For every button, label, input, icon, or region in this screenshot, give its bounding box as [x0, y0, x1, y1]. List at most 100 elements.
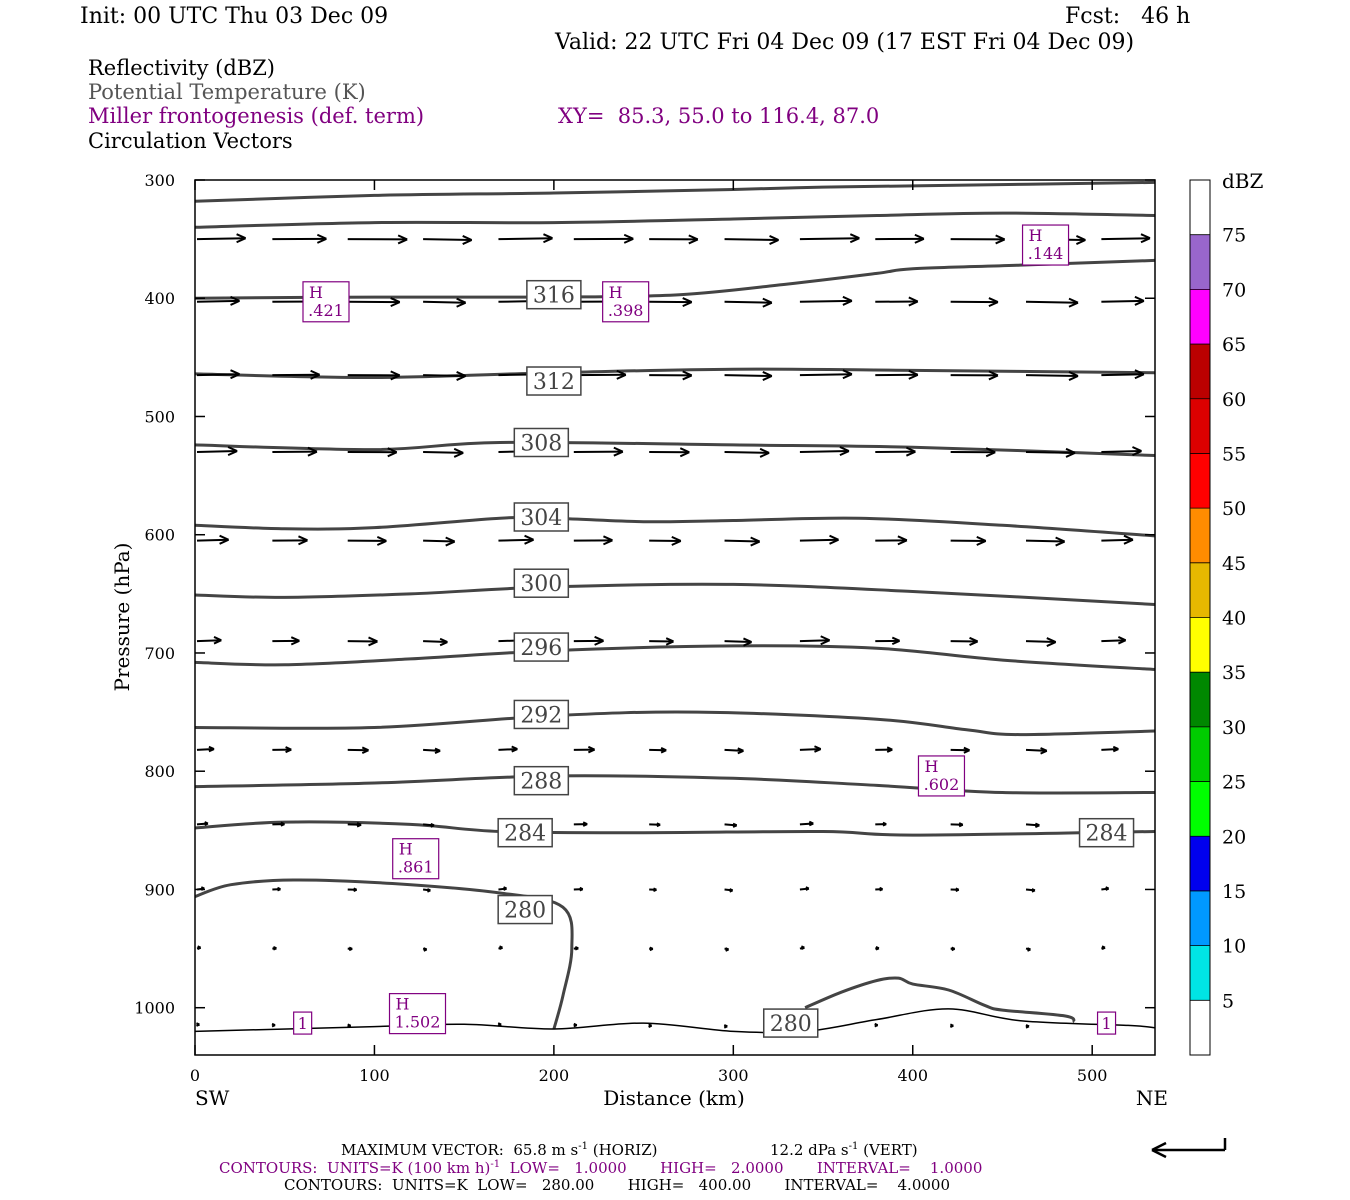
- vector-arrow: [799, 233, 860, 244]
- x-tick-label: 400: [897, 1066, 928, 1085]
- vector-arrow: [875, 746, 893, 753]
- vector-arrow: [1025, 747, 1048, 755]
- miller-label: H.602: [917, 755, 966, 797]
- vector-arrow: [875, 946, 880, 951]
- vector-arrow: [1025, 371, 1079, 381]
- colorbar-tick-label: 10: [1222, 936, 1246, 958]
- vector-arrow: [799, 820, 814, 827]
- vector-arrow: [272, 821, 285, 827]
- vector-arrow: [1025, 536, 1066, 547]
- vector-arrow: [950, 636, 979, 647]
- vector-arrow: [573, 635, 604, 646]
- vector-arrow: [347, 636, 378, 647]
- vector-arrow: [347, 1023, 352, 1029]
- sw-label: SW: [195, 1086, 230, 1110]
- vector-arrow: [950, 535, 987, 546]
- theta-contour-312: [195, 367, 1155, 380]
- vector-arrow: [799, 635, 831, 646]
- svg-text:288: 288: [520, 770, 562, 795]
- vector-arrow: [724, 235, 779, 245]
- vector-arrow: [272, 535, 308, 546]
- vector-arrow: [497, 1022, 502, 1027]
- vector-arrow: [799, 886, 810, 891]
- vector-arrow: [649, 297, 693, 308]
- x-tick-label: 0: [190, 1066, 200, 1085]
- contours-miller-text: CONTOURS: UNITS=K (100 km h)-1 LOW= 1.00…: [219, 1159, 983, 1177]
- vector-arrow: [723, 1024, 728, 1029]
- vector-arrow: [1101, 745, 1119, 753]
- vector-arrow: [196, 369, 240, 380]
- vector-arrow: [423, 371, 467, 381]
- vector-arrow: [1025, 947, 1031, 952]
- vector-arrow: [875, 233, 925, 244]
- vector-arrow: [649, 370, 693, 381]
- colorbar-tick-label: 65: [1222, 334, 1246, 356]
- vector-arrow: [347, 370, 401, 381]
- theta-contour-304: [195, 515, 1155, 538]
- svg-text:280: 280: [504, 899, 546, 924]
- vector-arrow: [573, 233, 634, 244]
- vector-arrow: [649, 637, 674, 646]
- vert-vector-text: 12.2 dPa s-1 (VERT): [770, 1141, 918, 1159]
- colorbar-segment: [1190, 672, 1210, 727]
- svg-text:H: H: [399, 840, 413, 859]
- y-tick-label: 900: [144, 880, 175, 899]
- theta-contour-284: [195, 820, 1155, 837]
- colorbar-segment: [1190, 234, 1210, 290]
- contours-theta-text: CONTOURS: UNITS=K LOW= 280.00 HIGH= 400.…: [284, 1176, 950, 1194]
- vector-arrow: [950, 234, 1006, 245]
- vector-arrow: [724, 888, 734, 893]
- x-axis-label: Distance (km): [603, 1086, 745, 1110]
- vector-arrow: [498, 534, 534, 545]
- vector-arrow: [196, 636, 222, 645]
- vector-arrow: [1025, 1024, 1030, 1029]
- svg-text:.144: .144: [1028, 244, 1064, 263]
- colorbar-tick-label: 35: [1222, 662, 1246, 684]
- vector-arrow: [196, 233, 247, 244]
- vector-arrow: [1101, 945, 1106, 950]
- y-axis-label: Pressure (hPa): [110, 543, 134, 692]
- colorbar-tick-label: 55: [1222, 443, 1246, 465]
- vector-arrow: [423, 297, 467, 308]
- vector-arrow: [649, 822, 661, 828]
- colorbar-tick-label: 60: [1222, 389, 1246, 411]
- y-tick-label: 300: [144, 171, 175, 190]
- y-tick-label: 1000: [134, 999, 175, 1018]
- vector-arrow: [573, 535, 613, 546]
- theta-label: 316: [526, 279, 582, 310]
- valid-time: Valid: 22 UTC Fri 04 Dec 09 (17 EST Fri …: [555, 30, 1135, 55]
- reference-vector: [1151, 1138, 1227, 1159]
- vector-arrow: [1101, 369, 1145, 380]
- theta-label: 284: [1078, 817, 1135, 848]
- colorbar-segment: [1190, 180, 1210, 235]
- svg-text:.861: .861: [398, 858, 434, 877]
- svg-text:H: H: [309, 283, 323, 302]
- vector-arrow: [724, 371, 773, 381]
- miller-label: H1.502: [388, 993, 447, 1035]
- colorbar-tick-label: 5: [1222, 990, 1234, 1012]
- vector-arrow: [196, 821, 209, 826]
- vector-arrow: [724, 297, 773, 308]
- vector-arrow: [347, 946, 353, 952]
- vector-arrow: [272, 886, 281, 892]
- x-tick-label: 300: [718, 1066, 749, 1085]
- colorbar-tick-label: 45: [1222, 553, 1246, 575]
- vector-arrow: [573, 821, 588, 827]
- vector-arrow: [648, 1023, 653, 1029]
- vector-arrow: [271, 1022, 276, 1028]
- vector-arrow: [423, 447, 464, 458]
- vector-arrow: [950, 822, 964, 828]
- theta-contour-280: [804, 976, 1076, 1024]
- colorbar-segment: [1190, 453, 1210, 509]
- y-tick-label: 600: [144, 526, 175, 545]
- vector-arrow: [724, 447, 770, 458]
- vector-arrow: [799, 369, 853, 380]
- vector-arrow: [649, 535, 682, 546]
- vector-arrow: [875, 535, 908, 546]
- colorbar-tick-label: 70: [1222, 279, 1246, 301]
- axes: 300 400 500 600 700 800 900 1000 0 100 200 300 400 50…: [134, 171, 1155, 1085]
- vector-arrow: [347, 447, 398, 458]
- y-tick-label: 800: [144, 762, 175, 781]
- init-time: Init: 00 UTC Thu 03 Dec 09: [80, 4, 389, 29]
- legend-miller: Miller frontogenesis (def. term): [88, 104, 425, 128]
